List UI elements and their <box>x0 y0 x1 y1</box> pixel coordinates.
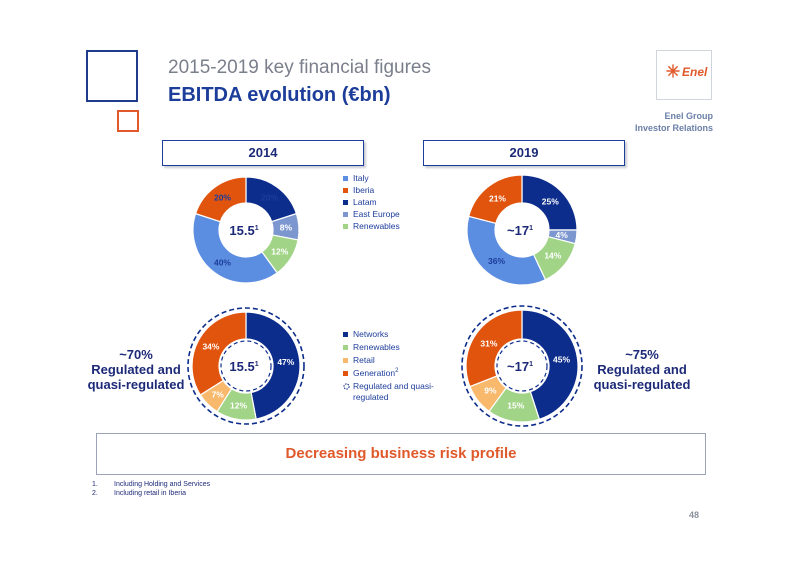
center-total-label: 15.51 <box>229 359 258 374</box>
donut-slice-networks <box>521 309 579 421</box>
legend-label: Latam <box>353 197 377 207</box>
regulated-inner-outline <box>220 340 272 392</box>
enel-logo-icon <box>666 64 680 78</box>
regulated-line-2: quasi-regulated <box>593 377 691 392</box>
data-label: 4% <box>556 230 569 240</box>
regulated-outline <box>461 305 583 427</box>
page-title: EBITDA evolution (€bn) <box>168 84 391 106</box>
donut-slice-iberia <box>194 176 247 223</box>
legend-swatch <box>343 345 348 351</box>
legend-label: Renewables <box>353 342 400 352</box>
legend-label: Renewables <box>353 221 400 231</box>
legend-label: Iberia <box>353 185 375 195</box>
legend-item-retail: Retail <box>343 355 375 365</box>
legend-item-regulated-cont: regulated <box>353 392 389 402</box>
footnote-1: 1. Including Holding and Services <box>92 481 210 488</box>
regulated-pct: ~70% <box>119 347 153 362</box>
center-total-label: ~171 <box>507 223 533 238</box>
footnote-number: 2. <box>92 490 98 497</box>
data-label: 21% <box>489 193 506 203</box>
data-label: 47% <box>277 357 294 367</box>
legend-item-italy: Italy <box>343 173 369 183</box>
donut-slice-networks <box>245 311 301 420</box>
data-label: 9% <box>484 386 497 396</box>
data-label: 20% <box>214 193 231 203</box>
data-label: 12% <box>271 246 288 256</box>
data-label: 40% <box>214 257 231 267</box>
enel-logo: Enel <box>656 50 712 100</box>
risk-profile-banner: Decreasing business risk profile <box>96 433 706 475</box>
data-label: 20% <box>261 193 278 203</box>
legend-label: East Europe <box>353 209 400 219</box>
data-label: 8% <box>280 222 293 232</box>
logo-wordmark: Enel <box>682 65 708 79</box>
data-label: 14% <box>544 250 561 260</box>
legend-label: Generation <box>353 368 396 378</box>
regulated-share-left: ~70% Regulated and quasi-regulated <box>80 347 192 392</box>
footnote-2: 2. Including retail in Iberia <box>92 490 186 497</box>
page-number: 48 <box>688 510 699 520</box>
legend-swatch <box>343 176 348 182</box>
data-label: 36% <box>488 256 505 266</box>
donut-slice-italy <box>466 215 547 286</box>
donut-slice-generation <box>465 309 523 388</box>
legend-item-renewables-b: Renewables <box>343 342 400 352</box>
regulated-inner-outline <box>496 340 548 392</box>
donut-slice-italy <box>192 212 278 284</box>
legend-swatch <box>343 224 348 230</box>
page-subtitle: 2015-2019 key financial figures <box>168 57 432 78</box>
dashed-circle-icon <box>343 383 350 390</box>
footnote-text: Including Holding and Services <box>114 481 211 488</box>
year-header-2019: 2019 <box>423 140 625 166</box>
legend-item-regulated: Regulated and quasi- <box>343 381 434 391</box>
legend-swatch <box>343 371 348 377</box>
legend-item-latam: Latam <box>343 197 377 207</box>
year-header-2014: 2014 <box>162 140 364 166</box>
regulated-line-1: Regulated and <box>597 362 687 377</box>
data-label: 45% <box>553 355 570 365</box>
legend-swatch <box>343 332 348 338</box>
data-label: 12% <box>230 400 247 410</box>
footnote-text: Including retail in Iberia <box>114 490 186 497</box>
corporate-label: Enel Group Investor Relations <box>635 110 713 134</box>
legend-business: Networks Renewables Retail Generation2 R… <box>343 329 453 409</box>
regulated-outline <box>187 307 305 425</box>
regulated-line-1: Regulated and <box>91 362 181 377</box>
legend-item-networks: Networks <box>343 329 388 339</box>
legend-label: Regulated and quasi- <box>353 381 434 391</box>
data-label: 34% <box>202 342 219 352</box>
footnote-number: 1. <box>92 481 98 488</box>
corp-line-1: Enel Group <box>664 111 713 121</box>
legend-label: Italy <box>353 173 369 183</box>
regulated-line-2: quasi-regulated <box>87 377 185 392</box>
legend-swatch <box>343 188 348 194</box>
data-label: 25% <box>542 197 559 207</box>
center-total-label: 15.51 <box>229 223 258 238</box>
regulated-share-right: ~75% Regulated and quasi-regulated <box>586 347 698 392</box>
legend-regions: Italy Iberia Latam East Europe Renewable… <box>343 173 443 243</box>
corp-line-2: Investor Relations <box>634 123 713 133</box>
legend-swatch <box>343 200 348 206</box>
regulated-pct: ~75% <box>625 347 659 362</box>
donut-slice-iberia <box>467 174 523 225</box>
center-total-label: ~171 <box>507 359 533 374</box>
decorative-square-small <box>117 110 139 132</box>
donut-slice-generation <box>191 311 247 396</box>
data-label: 7% <box>212 389 225 399</box>
legend-label: Retail <box>353 355 375 365</box>
legend-item-iberia: Iberia <box>343 185 374 195</box>
legend-item-renewables: Renewables <box>343 221 400 231</box>
data-label: 31% <box>480 339 497 349</box>
decorative-square-large <box>86 50 138 102</box>
data-label: 15% <box>507 401 524 411</box>
legend-swatch <box>343 358 348 364</box>
legend-item-generation: Generation2 <box>343 368 398 378</box>
legend-sup: 2 <box>395 368 399 375</box>
legend-label: Networks <box>353 329 389 339</box>
legend-swatch <box>343 212 348 218</box>
legend-item-east-europe: East Europe <box>343 209 400 219</box>
